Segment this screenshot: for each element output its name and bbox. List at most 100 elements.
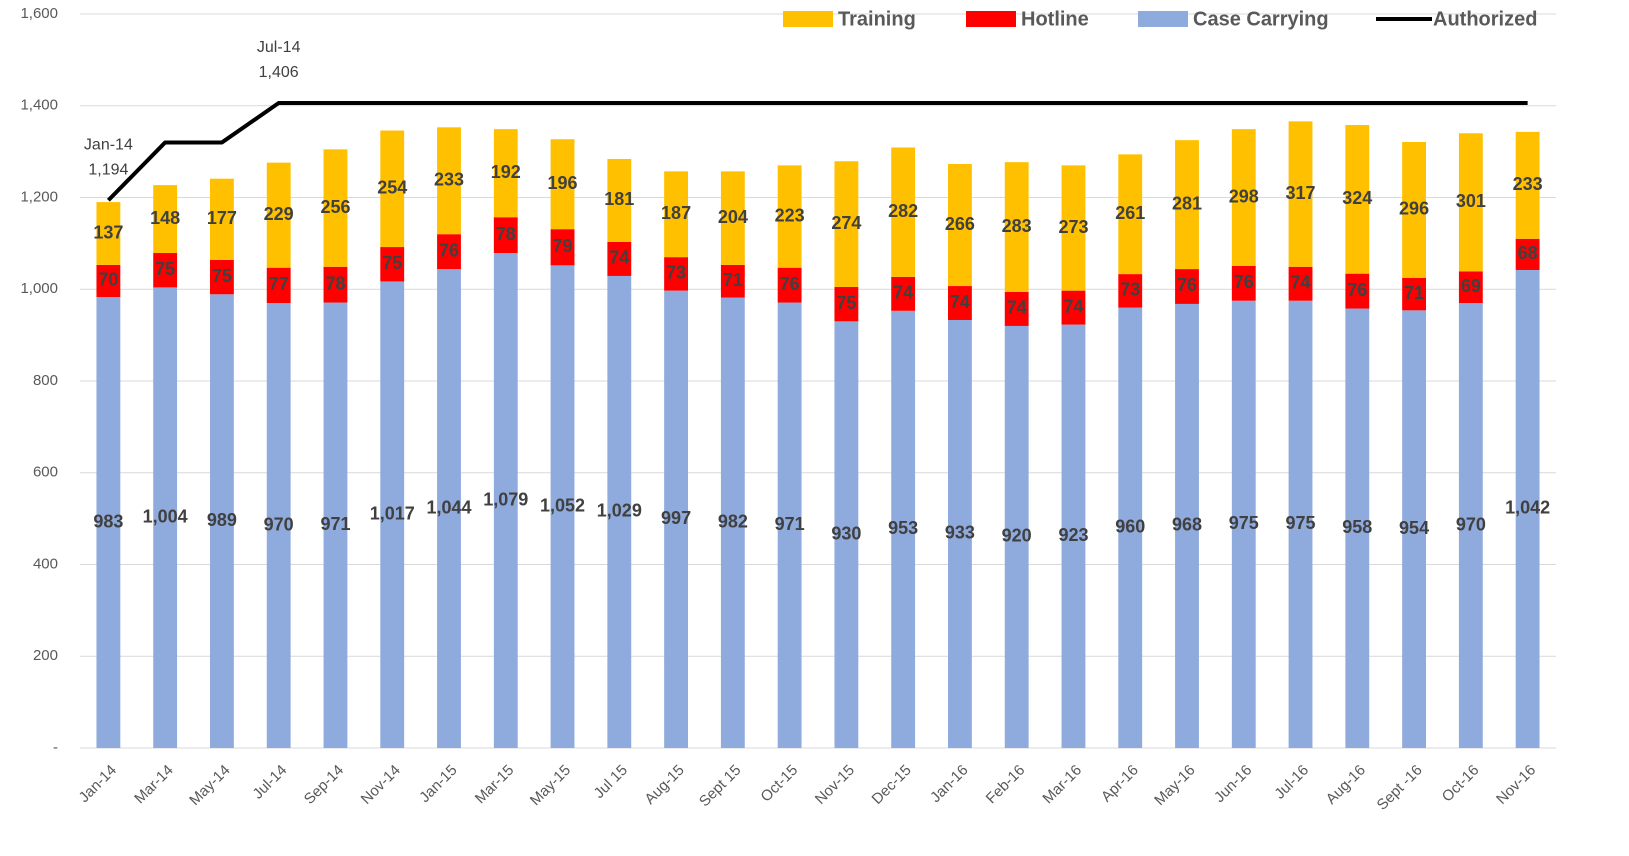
x-tick-label: Nov-16	[1493, 762, 1539, 808]
data-label: 970	[264, 514, 294, 534]
data-label: 75	[382, 253, 402, 273]
annotation-category: Jan-14	[84, 136, 133, 153]
legend-label: Hotline	[1021, 8, 1089, 30]
bar-segment	[437, 127, 461, 235]
x-tick-label: Apr-16	[1098, 762, 1142, 806]
bar-segment	[210, 178, 234, 260]
x-tick-label: Nov-15	[812, 762, 858, 808]
legend-swatch	[783, 11, 833, 27]
data-label: 73	[1120, 280, 1140, 300]
data-label: 1,004	[143, 506, 188, 526]
data-label: 301	[1456, 191, 1486, 211]
bar-segment	[1515, 269, 1540, 748]
bar-segment	[720, 171, 745, 265]
data-label: 261	[1115, 203, 1145, 223]
bar-segment	[1231, 129, 1256, 266]
data-label: 74	[950, 292, 970, 312]
bar-segment	[210, 294, 234, 748]
bar-segment	[266, 267, 291, 304]
bar-segment	[607, 158, 632, 242]
x-tick-label: Aug-16	[1323, 762, 1369, 808]
data-label: 970	[1456, 514, 1486, 534]
data-label: 954	[1399, 518, 1429, 538]
data-label: 204	[718, 207, 748, 227]
y-tick-label: 800	[33, 372, 58, 389]
bar-segment	[948, 286, 972, 320]
bar-segment	[1231, 265, 1256, 301]
bar-segment	[1402, 141, 1426, 278]
bar-segment	[1288, 300, 1313, 748]
data-label: 971	[775, 514, 805, 534]
bar-segment	[153, 185, 178, 254]
bar-segment	[1402, 310, 1426, 748]
x-tick-label: Oct-15	[757, 762, 801, 806]
x-tick-label: May-15	[527, 762, 574, 809]
data-label: 975	[1286, 513, 1316, 533]
bar-segment	[1402, 277, 1426, 311]
bar-segment	[664, 290, 688, 748]
data-label: 273	[1058, 217, 1088, 237]
data-label: 76	[1177, 275, 1197, 295]
data-label: 971	[320, 514, 350, 534]
bar-segment	[777, 267, 802, 303]
line-series	[106, 100, 1528, 202]
legend-swatch	[1138, 11, 1188, 27]
y-tick-label: 400	[33, 555, 58, 572]
data-label: 196	[548, 173, 578, 193]
data-label: 982	[718, 512, 748, 532]
data-label: 968	[1172, 515, 1202, 535]
x-tick-label: May-14	[186, 762, 233, 809]
bar-segment	[1004, 325, 1029, 748]
data-label: 256	[320, 197, 350, 217]
data-label: 266	[945, 214, 975, 234]
data-label: 75	[212, 266, 232, 286]
y-tick-label: 200	[33, 647, 58, 664]
bar-segment	[323, 149, 348, 267]
y-tick-label: 1,000	[20, 280, 58, 297]
bar-segment	[607, 241, 632, 276]
annotation-category: Jul-14	[257, 39, 301, 56]
bar-segment	[664, 257, 688, 291]
data-label: 74	[893, 283, 913, 303]
y-tick-label: -	[53, 739, 58, 756]
bar-segment	[1061, 324, 1086, 748]
x-tick-label: Sept 15	[696, 762, 745, 811]
bar-segment	[1515, 238, 1540, 270]
data-label: 283	[1002, 216, 1032, 236]
data-label: 75	[155, 259, 175, 279]
data-label: 281	[1172, 193, 1202, 213]
data-label: 930	[831, 523, 861, 543]
data-label: 148	[150, 208, 180, 228]
bar-segment	[720, 297, 745, 748]
data-label: 1,029	[597, 501, 642, 521]
data-label: 953	[888, 518, 918, 538]
bar-segment	[891, 276, 916, 311]
legend-swatch	[966, 11, 1016, 27]
data-label: 71	[723, 270, 743, 290]
data-label: 78	[496, 224, 516, 244]
data-label: 79	[553, 236, 573, 256]
bar-segment	[550, 139, 575, 230]
x-tick-label: May-16	[1151, 762, 1198, 809]
data-label: 76	[780, 274, 800, 294]
data-label: 923	[1058, 525, 1088, 545]
bar-segment	[1345, 308, 1370, 748]
bar-segment	[1175, 140, 1199, 270]
bar-segment	[1118, 274, 1143, 308]
bar-segment	[153, 253, 178, 288]
x-tick-label: Mar-14	[131, 762, 177, 808]
bar-segment	[380, 281, 405, 748]
data-label: 69	[1461, 276, 1481, 296]
data-label: 1,042	[1505, 498, 1550, 518]
bar-segment	[891, 310, 916, 748]
x-tick-label: Sept -16	[1374, 762, 1426, 814]
bar-segment	[834, 321, 859, 748]
legend-label: Authorized	[1433, 8, 1537, 30]
data-label: 229	[264, 204, 294, 224]
bar-segment	[777, 302, 802, 748]
data-label: 298	[1229, 186, 1259, 206]
bar-segment	[1458, 133, 1483, 272]
bar-segment	[493, 217, 518, 254]
data-label: 74	[609, 248, 629, 268]
